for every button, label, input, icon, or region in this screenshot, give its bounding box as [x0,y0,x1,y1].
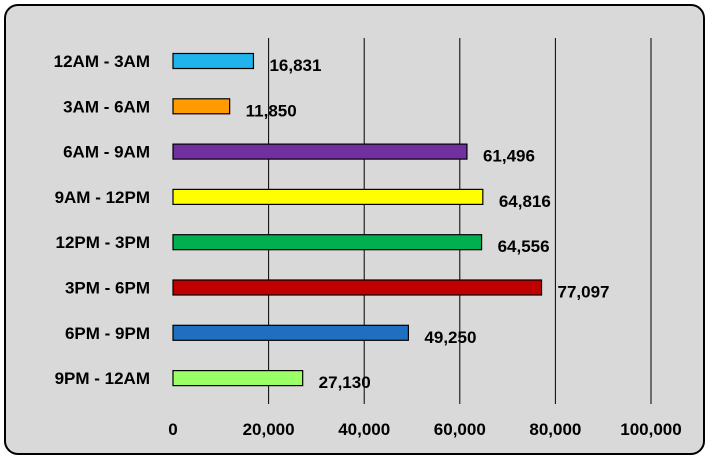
category-label: 6AM - 9AM [63,143,150,162]
bars [172,52,543,387]
x-tick-label: 80,000 [529,420,581,439]
bar [172,188,484,205]
labels: 0 20,000 40,000 60,000 80,000 100,000 12AM - 3… [54,52,682,439]
value-label: 16,831 [269,56,321,75]
bar [172,279,543,296]
value-label: 11,850 [246,101,297,120]
bar [172,98,231,115]
category-label: 12AM - 3AM [54,52,150,71]
x-tick-label: 40,000 [338,420,390,439]
bar [172,234,483,251]
category-label: 12PM - 3PM [56,233,150,252]
category-label: 9AM - 12PM [55,188,150,207]
gridlines [268,38,652,404]
chart-frame [4,4,705,455]
bar [172,370,304,387]
bar [172,52,255,70]
x-tick-label: 0 [168,420,177,439]
bar [172,143,468,160]
value-label: 27,130 [319,373,371,392]
x-tick-label: 100,000 [620,420,681,439]
value-label: 64,556 [498,237,550,256]
value-label: 77,097 [558,283,610,302]
bar [172,324,410,341]
value-label: 64,816 [499,192,551,211]
x-tick-label: 20,000 [243,420,295,439]
value-label: 49,250 [424,328,476,347]
value-label: 61,496 [483,147,535,166]
category-label: 3PM - 6PM [65,279,150,298]
category-label: 6PM - 9PM [65,324,150,343]
x-tick-label: 60,000 [434,420,486,439]
category-label: 3AM - 6AM [63,97,150,116]
category-label: 9PM - 12AM [55,369,150,388]
